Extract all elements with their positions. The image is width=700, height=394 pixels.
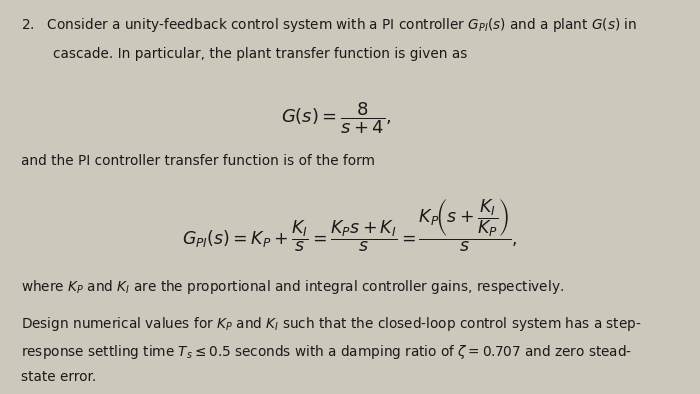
Text: where $K_P$ and $K_I$ are the proportional and integral controller gains, respec: where $K_P$ and $K_I$ are the proportion… [21, 278, 564, 296]
Text: cascade. In particular, the plant transfer function is given as: cascade. In particular, the plant transf… [53, 47, 468, 61]
Text: $G_{PI}(s) = K_P + \dfrac{K_I}{s} = \dfrac{K_P s + K_I}{s} = \dfrac{K_P\!\left(s: $G_{PI}(s) = K_P + \dfrac{K_I}{s} = \dfr… [182, 197, 518, 254]
Text: $G(s) = \dfrac{8}{s+4},$: $G(s) = \dfrac{8}{s+4},$ [281, 100, 391, 136]
Text: response settling time $T_s \leq 0.5$ seconds with a damping ratio of $\zeta = 0: response settling time $T_s \leq 0.5$ se… [21, 343, 632, 361]
Text: state error.: state error. [21, 370, 97, 385]
Text: and the PI controller transfer function is of the form: and the PI controller transfer function … [21, 154, 375, 168]
Text: 2.   Consider a unity-feedback control system with a PI controller $G_{PI}(s)$ a: 2. Consider a unity-feedback control sys… [21, 16, 637, 34]
Text: Design numerical values for $K_P$ and $K_I$ such that the closed-loop control sy: Design numerical values for $K_P$ and $K… [21, 315, 641, 333]
